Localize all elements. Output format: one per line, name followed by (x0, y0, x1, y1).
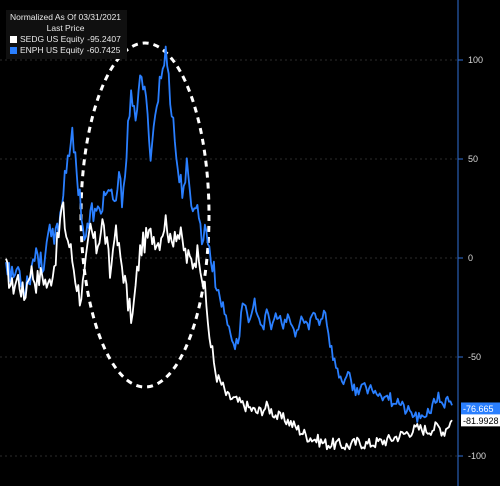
legend: Normalized As Of 03/31/2021 Last Price S… (6, 10, 128, 59)
legend-subheader: Last Price (46, 23, 85, 33)
last-label-text: -76.665 (463, 404, 494, 414)
series-line-sedg (5, 201, 453, 451)
y-axis-ticks: 100 50 0 -50 -100 (458, 55, 486, 461)
last-label-box (461, 414, 500, 427)
last-label-box (461, 402, 500, 415)
legend-swatch-sedg (10, 36, 17, 43)
last-label-sedg: -81.9928 (461, 414, 500, 427)
y-tick-label: -50 (468, 352, 481, 362)
legend-value-sedg: -95.2407 (87, 34, 121, 44)
legend-item-enph: ENPH US Equity -60.7425 (10, 45, 121, 56)
legend-value-enph: -60.7425 (86, 45, 121, 55)
legend-header: Normalized As Of 03/31/2021 (10, 12, 122, 22)
y-tick-label: 0 (468, 253, 473, 263)
legend-label-sedg: SEDG US Equity (20, 34, 85, 44)
y-tick-label: -100 (468, 451, 486, 461)
legend-swatch-enph (10, 47, 17, 54)
legend-label-enph: ENPH US Equity (20, 45, 84, 55)
last-label-text: -81.9928 (463, 416, 499, 426)
legend-item-sedg: SEDG US Equity -95.2407 (10, 34, 121, 45)
series-line-enph (5, 45, 453, 423)
y-tick-label: 50 (468, 154, 478, 164)
series-group (5, 45, 453, 451)
last-value-labels: -76.665 -81.9928 (461, 402, 500, 427)
y-tick-label: 100 (468, 55, 483, 65)
last-label-enph: -76.665 (461, 402, 500, 415)
